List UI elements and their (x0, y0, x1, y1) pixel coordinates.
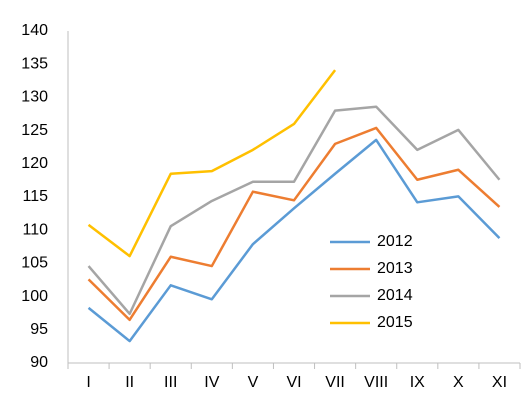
x-tick-label: IV (204, 374, 219, 391)
x-tick-label: III (164, 374, 177, 391)
x-tick-label: VII (325, 374, 345, 391)
y-tick-label: 100 (21, 288, 48, 305)
y-tick-label: 90 (30, 354, 48, 371)
series-line (87, 105, 501, 316)
legend-label: 2013 (377, 260, 413, 277)
x-tick-label: V (248, 374, 259, 391)
y-tick-label: 115 (22, 188, 48, 205)
x-tick-label: II (125, 374, 134, 391)
x-tick-label: XI (492, 374, 507, 391)
y-tick-label: 140 (21, 22, 48, 39)
y-tick-label: 95 (30, 321, 48, 338)
x-tick-label: IX (410, 374, 425, 391)
legend-label: 2014 (377, 287, 413, 304)
series-line (87, 126, 501, 322)
legend-label: 2012 (377, 233, 413, 250)
y-tick-label: 105 (21, 255, 48, 272)
x-tick-label: VI (286, 374, 301, 391)
y-tick-label: 125 (21, 122, 48, 139)
y-tick-label: 135 (21, 55, 48, 72)
series-line (87, 138, 501, 343)
x-tick-label: I (86, 374, 90, 391)
y-tick-label: 110 (22, 221, 48, 238)
y-tick-label: 130 (21, 89, 48, 106)
x-tick-label: VIII (364, 374, 388, 391)
x-tick-label: X (453, 374, 464, 391)
legend-label: 2015 (377, 314, 413, 331)
series-line (87, 69, 337, 258)
y-tick-label: 120 (21, 155, 48, 172)
